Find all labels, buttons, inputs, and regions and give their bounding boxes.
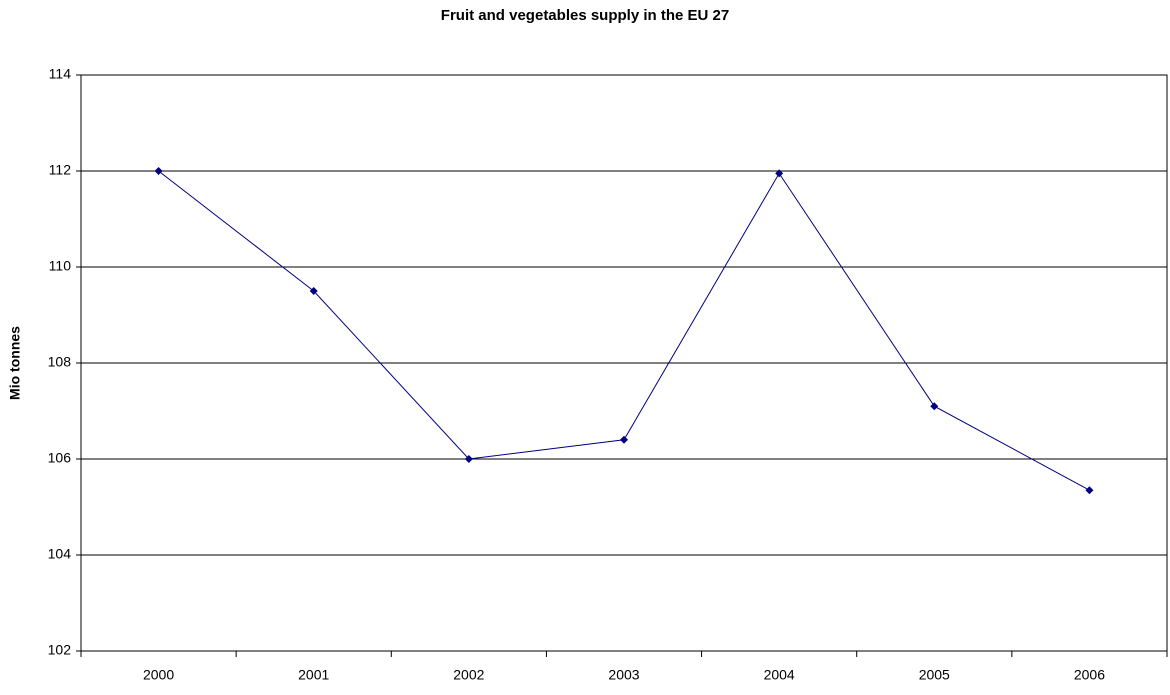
marker	[775, 169, 784, 178]
plot-frame	[80, 74, 1168, 652]
x-tick-label: 2006	[1074, 667, 1105, 683]
y-tick-label: 112	[49, 162, 72, 178]
marker	[1085, 486, 1094, 495]
marker	[154, 167, 163, 175]
x-tick-label: 2005	[919, 667, 950, 683]
marker	[464, 455, 473, 463]
y-axis-label: Mio tonnes	[7, 326, 23, 400]
y-tick-label: 108	[48, 354, 72, 370]
x-tick-label: 2001	[298, 667, 329, 683]
x-tick-label: 2004	[764, 667, 795, 683]
y-tick-label: 102	[48, 642, 72, 658]
marker	[309, 287, 318, 295]
y-tick-label: 104	[48, 546, 72, 562]
x-tick-label: 2002	[453, 667, 484, 683]
chart-title: Fruit and vegetables supply in the EU 27	[441, 7, 729, 24]
x-tick-label: 2000	[143, 667, 174, 683]
marker	[930, 402, 939, 411]
x-tick-label: 2003	[608, 667, 639, 683]
marker	[620, 435, 628, 444]
y-tick-label: 110	[49, 258, 72, 274]
y-tick-label: 114	[49, 66, 72, 82]
y-tick-label: 106	[48, 450, 72, 466]
